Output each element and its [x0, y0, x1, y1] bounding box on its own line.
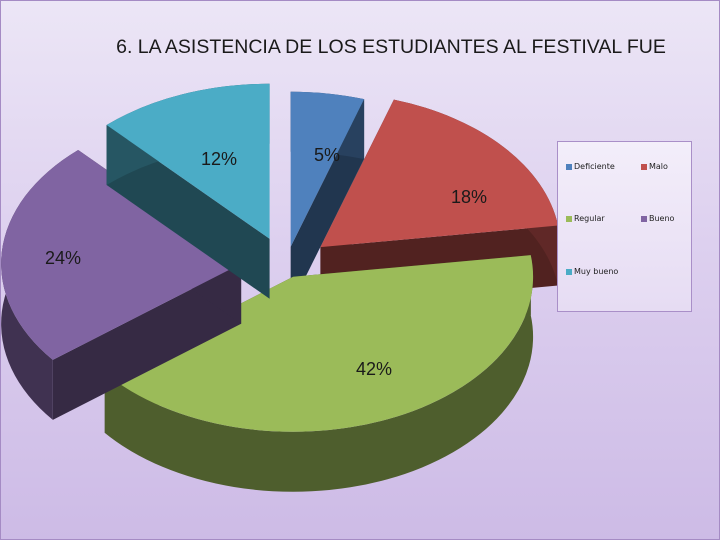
- data-labels-layer: 5% 18% 42% 24% 12%: [45, 145, 487, 379]
- data-label-muy-bueno: 12%: [201, 149, 237, 169]
- legend-item-muy-bueno: Muy bueno: [566, 267, 618, 276]
- legend-item-malo: Malo: [641, 162, 668, 171]
- pie-slice-top: [290, 91, 365, 247]
- legend-label: Bueno: [649, 214, 675, 223]
- chart-title: 6. LA ASISTENCIA DE LOS ESTUDIANTES AL F…: [116, 36, 666, 58]
- legend-swatch: [566, 163, 572, 170]
- pie-slice-muy-bueno: [106, 83, 270, 299]
- legend-item-bueno: Bueno: [641, 214, 674, 223]
- pie-slice-regular: [104, 255, 534, 492]
- data-label-deficiente: 5%: [314, 145, 340, 165]
- legend-label: Regular: [574, 214, 605, 223]
- legend-swatch: [641, 215, 647, 222]
- pie-slice-wall: [52, 263, 242, 420]
- pie-slice-top: [320, 99, 559, 248]
- legend-swatch: [566, 215, 572, 222]
- legend-item-deficiente: Deficiente: [566, 162, 615, 171]
- data-label-regular: 42%: [356, 359, 392, 379]
- slices-layer: [1, 83, 559, 492]
- pie-slice-top: [106, 83, 270, 239]
- chart-legend: Deficiente Malo Regular Bueno Muy bueno: [557, 141, 692, 312]
- legend-label: Muy bueno: [574, 267, 619, 276]
- data-label-bueno: 24%: [45, 248, 81, 268]
- legend-item-regular: Regular: [566, 214, 605, 223]
- legend-label: Malo: [649, 162, 668, 171]
- pie-slice-wall: [106, 124, 270, 299]
- legend-swatch: [566, 268, 572, 275]
- pie-slice-top: [1, 149, 242, 360]
- pie-slice-deficiente: [290, 91, 365, 307]
- data-label-malo: 18%: [451, 187, 487, 207]
- legend-label: Deficiente: [574, 162, 615, 171]
- legend-swatch: [641, 163, 647, 170]
- pie-slice-top: [104, 255, 534, 432]
- pie-slice-side: [104, 255, 534, 492]
